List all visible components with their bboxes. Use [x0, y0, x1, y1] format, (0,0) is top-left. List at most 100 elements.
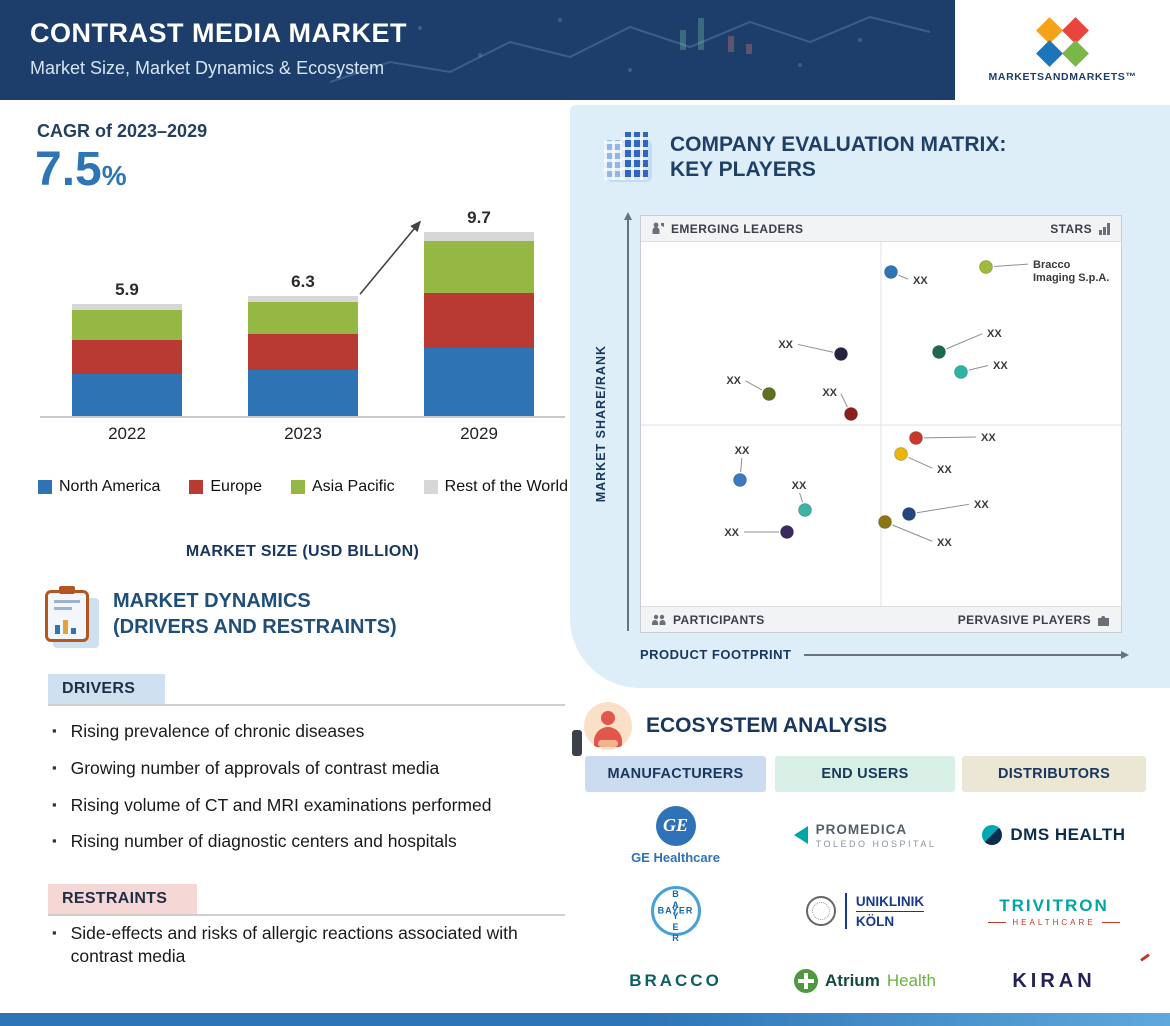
page-subtitle: Market Size, Market Dynamics & Ecosystem — [30, 58, 385, 78]
bar-segment-rest-of-the-world — [72, 303, 182, 310]
bar-segment-north-america — [72, 374, 182, 416]
cagr-value: 7.5% — [35, 142, 127, 197]
driver-item: Rising number of diagnostic centers and … — [52, 830, 562, 853]
ge-healthcare-text: GE Healthcare — [631, 849, 720, 865]
column-header-label: MANUFACTURERS — [607, 766, 744, 782]
header: CONTRAST MEDIA MARKET Market Size, Marke… — [0, 0, 1170, 100]
bar-segment-asia-pacific — [424, 241, 534, 293]
logo-bracco: BRACCO — [585, 948, 766, 1014]
matrix-point: XX — [932, 328, 1002, 359]
driver-text: Rising volume of CT and MRI examinations… — [70, 794, 492, 815]
driver-item: Rising volume of CT and MRI examinations… — [52, 794, 562, 817]
cagr-label: CAGR of 2023–2029 — [37, 121, 208, 141]
bar-2029 — [424, 196, 534, 416]
legend-label: Europe — [210, 478, 262, 495]
legend-item-asia-pacific: Asia Pacific — [290, 478, 395, 496]
buildings-icon — [598, 130, 654, 184]
bar-segment-europe — [424, 292, 534, 348]
promedica-name: PROMEDICA — [815, 821, 908, 837]
ecosystem-heading: ECOSYSTEM ANALYSIS — [584, 702, 887, 750]
emerging-leaders-icon — [652, 222, 664, 234]
svg-text:XX: XX — [822, 387, 837, 399]
person-hand — [598, 740, 618, 747]
company-evaluation-panel: COMPANY EVALUATION MATRIX: KEY PLAYERS M… — [570, 105, 1170, 688]
bar-category-label: 2029 — [460, 424, 498, 443]
atrium-health-word: Health — [886, 971, 936, 990]
legend-item-rest-of-world: Rest of the World — [423, 478, 568, 496]
dms-circle-icon — [982, 825, 1003, 845]
svg-text:XX: XX — [726, 375, 741, 387]
y-axis-arrow — [624, 212, 632, 631]
bayer-horizontal-text: BAYER — [657, 905, 694, 916]
matrix-title-line1: COMPANY EVALUATION MATRIX: — [670, 132, 1007, 156]
quadrant-participants: PARTICIPANTS — [651, 613, 765, 627]
restraint-text: Side-effects and risks of allergic react… — [70, 923, 518, 966]
logo-trivitron: TRIVITRON HEALTHCARE — [962, 878, 1146, 944]
logo-kiran: KIRAN — [962, 948, 1150, 1014]
driver-text: Rising prevalence of chronic diseases — [70, 721, 365, 741]
bayer-vertical-text: BAYER — [670, 889, 681, 944]
uniklinik-divider — [844, 893, 847, 929]
svg-text:XX: XX — [937, 537, 952, 549]
market-dynamics-title-line1: MARKET DYNAMICS — [113, 590, 311, 612]
trivitron-name: TRIVITRON — [999, 895, 1109, 915]
column-header-distributors: DISTRIBUTORS — [962, 756, 1146, 792]
bar-segment-europe — [248, 334, 358, 371]
clipboard-icon-body — [45, 590, 89, 642]
matrix-point: XX — [954, 360, 1008, 379]
matrix-point: XX — [909, 431, 996, 445]
svg-text:XX: XX — [974, 499, 989, 511]
logo-bayer: BAYER BAYER — [585, 878, 766, 944]
bar-segment-rest-of-the-world — [424, 231, 534, 242]
trivitron-rule-left — [988, 921, 1007, 923]
svg-text:XX: XX — [735, 445, 750, 457]
x-axis-arrow — [803, 650, 1129, 659]
bar-segment-europe — [72, 340, 182, 375]
bar-chart-plot: 5.9 2022 6.3 2023 9.7 2029 — [40, 196, 565, 443]
quadrant-emerging-leaders: EMERGING LEADERS — [651, 222, 803, 236]
svg-text:XX: XX — [778, 339, 793, 351]
svg-text:XX: XX — [913, 275, 928, 287]
bar-total-label: 5.9 — [115, 279, 139, 299]
legend-swatch-asia-pacific — [290, 480, 305, 494]
drivers-section-header: DRIVERS — [48, 674, 565, 706]
bar-segment-north-america — [424, 347, 534, 416]
bar-category-label: 2023 — [284, 424, 322, 443]
bar-segment-north-america — [248, 370, 358, 416]
restraints-section-header: RESTRAINTS — [48, 884, 565, 916]
brand-logo: MARKETSANDMARKETS™ — [955, 0, 1170, 100]
header-chart-decoration — [330, 15, 931, 83]
quadrant-label: EMERGING LEADERS — [671, 221, 804, 236]
matrix-title: COMPANY EVALUATION MATRIX: KEY PLAYERS — [670, 132, 1006, 182]
ecosystem-side-chip — [572, 730, 582, 756]
drivers-list: Rising prevalence of chronic diseases Gr… — [52, 720, 562, 867]
bar-total-label: 6.3 — [291, 272, 315, 292]
logo-uniklinik-koeln: UNIKLINIK KÖLN — [775, 878, 955, 944]
ecosystem-section: ECOSYSTEM ANALYSIS MANUFACTURERS END USE… — [570, 690, 1170, 1012]
legend-swatch-rest-of-world — [423, 480, 438, 494]
matrix-point: XX — [902, 499, 989, 521]
atrium-word: Atrium — [825, 971, 880, 990]
logo-promedica: PROMEDICA TOLEDO HOSPITAL — [775, 802, 955, 868]
bar-segment-rest-of-the-world — [248, 296, 358, 302]
y-axis-label-text: MARKET SHARE/RANK — [594, 345, 608, 503]
market-dynamics-heading: MARKET DYNAMICS (DRIVERS AND RESTRAINTS) — [45, 588, 397, 648]
ecosystem-title: ECOSYSTEM ANALYSIS — [646, 714, 888, 737]
svg-text:XX: XX — [981, 432, 996, 444]
y-axis-label: MARKET SHARE/RANK — [592, 215, 610, 633]
stars-bars-icon — [1099, 223, 1110, 235]
matrix-top-band: EMERGING LEADERS STARS — [641, 216, 1121, 242]
legend-label: Rest of the World — [444, 478, 568, 495]
evaluation-matrix: EMERGING LEADERS STARS XX Bracco Imaging S… — [640, 215, 1122, 633]
cagr-number: 7.5 — [35, 143, 102, 196]
driver-item: Growing number of approvals of contrast … — [52, 757, 562, 780]
legend-swatch-north-america — [38, 480, 52, 494]
bar-2023 — [248, 196, 358, 416]
market-dynamics-title-line2: (DRIVERS AND RESTRAINTS) — [113, 616, 397, 638]
driver-text: Rising number of diagnostic centers and … — [70, 831, 457, 852]
legend-label: Asia Pacific — [311, 478, 395, 495]
matrix-point: Bracco Imaging S.p.A. — [979, 259, 1109, 284]
brand-diamonds-icon — [1030, 16, 1096, 67]
clipboard-icon — [45, 588, 99, 648]
